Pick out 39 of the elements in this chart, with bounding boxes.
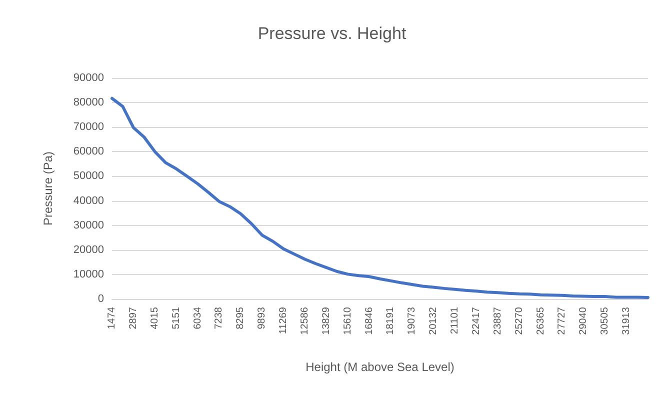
x-tick-label: 4015 <box>149 306 160 330</box>
chart-title: Pressure vs. Height <box>258 24 406 43</box>
x-tick-label: 5151 <box>170 306 182 330</box>
x-tick-label: 7238 <box>214 306 225 330</box>
x-tick-label: 21101 <box>450 306 461 334</box>
y-tick-label: 10000 <box>73 268 104 280</box>
y-tick-label: 80000 <box>73 96 104 109</box>
line-series <box>110 96 650 300</box>
x-tick-label: 8295 <box>235 306 246 330</box>
y-axis-title: Pressure (Pa) <box>41 151 55 226</box>
x-tick-label: 11269 <box>278 306 290 334</box>
x-tick-label: 19073 <box>406 306 418 335</box>
x-tick-label: 26365 <box>535 306 546 335</box>
x-tick-label: 18191 <box>385 306 396 335</box>
x-tick-label: 6034 <box>192 306 204 330</box>
x-tick-label: 23887 <box>492 306 504 335</box>
y-tick-label: 50000 <box>73 170 104 182</box>
x-tick-label: 22417 <box>470 306 482 335</box>
x-tick-label: 31913 <box>621 306 632 335</box>
x-tick-label: 12586 <box>299 306 310 335</box>
y-tick-label: 40000 <box>73 194 104 207</box>
x-tick-label: 1474 <box>106 306 118 330</box>
y-tick-label: 0 <box>98 293 104 305</box>
y-tick-label: 20000 <box>73 244 104 256</box>
y-tick-label: 60000 <box>73 146 104 158</box>
x-tick-label: 30505 <box>600 306 611 335</box>
x-tick-label: 15610 <box>342 306 354 335</box>
x-tick-label: 16846 <box>364 306 375 335</box>
x-tick-label: 25270 <box>514 306 525 335</box>
x-tick-label: 29040 <box>578 306 590 335</box>
y-tick-label: 70000 <box>73 121 104 134</box>
x-tick-label: 20132 <box>428 306 440 335</box>
y-tick-label: 90000 <box>73 72 104 84</box>
x-axis-title: Height (M above Sea Level) <box>306 360 454 374</box>
x-tick-label: 13829 <box>320 306 332 335</box>
x-tick-label: 27727 <box>556 306 568 335</box>
y-tick-label: 30000 <box>73 219 104 232</box>
x-tick-label: 2897 <box>128 306 139 330</box>
x-tick-label: 9893 <box>256 306 268 330</box>
